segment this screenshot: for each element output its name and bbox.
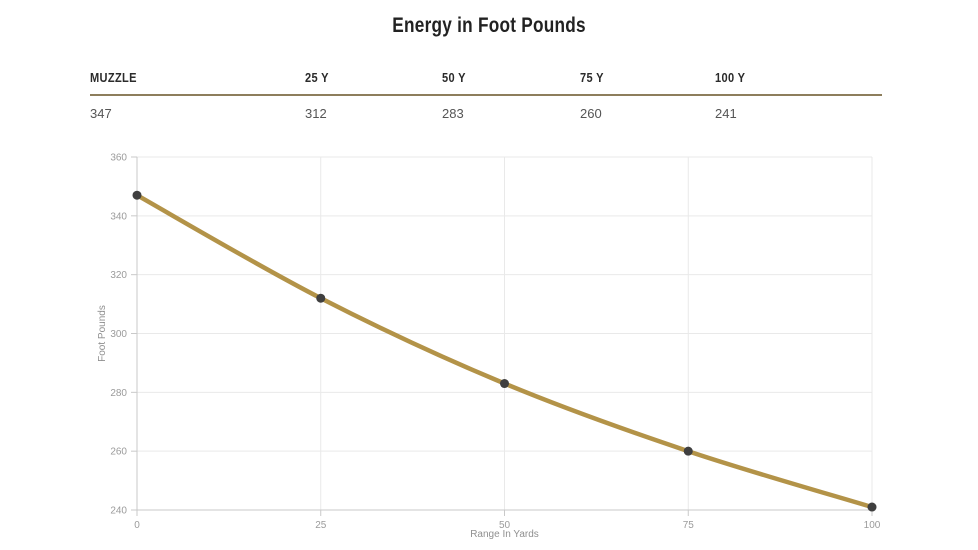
table-value-50y: 283	[442, 106, 464, 121]
x-tick-label: 25	[315, 520, 327, 531]
y-tick-label: 300	[110, 329, 127, 340]
x-axis-title: Range In Yards	[470, 529, 539, 540]
energy-line-chart: 240 260 280 300 320 340 360 0 25 50 75 100 Foot Poun…	[0, 140, 978, 550]
y-tick-label: 260	[110, 447, 127, 458]
data-point-0yd[interactable]	[132, 190, 142, 200]
x-tick-label: 100	[864, 520, 881, 531]
data-point-100yd[interactable]	[867, 502, 877, 512]
y-tick-label: 360	[110, 153, 127, 164]
y-axis-title: Foot Pounds	[97, 305, 108, 362]
table-value-25y: 312	[305, 106, 327, 121]
table-divider	[90, 94, 882, 96]
table-value-75y: 260	[580, 106, 602, 121]
data-point-75yd[interactable]	[683, 446, 693, 456]
table-header-75y: 75 Y	[580, 70, 604, 85]
y-tick-label: 340	[110, 211, 127, 222]
table-header-row: MUZZLE 25 Y 50 Y 75 Y 100 Y	[90, 70, 882, 94]
page-title-text: Energy in Foot Pounds	[392, 14, 586, 37]
y-tick-label: 280	[110, 388, 127, 399]
table-value-row: 347 312 283 260 241	[90, 96, 882, 121]
table-value-100y: 241	[715, 106, 737, 121]
x-tick-label: 0	[134, 520, 140, 531]
table-value-muzzle: 347	[90, 106, 112, 121]
data-point-25yd[interactable]	[316, 293, 326, 303]
x-tick-label: 50	[499, 520, 511, 531]
data-point-50yd[interactable]	[500, 379, 509, 389]
table-header-muzzle: MUZZLE	[90, 70, 137, 85]
chart-svg: 240 260 280 300 320 340 360 0 25 50 75 100 Foot Poun…	[97, 153, 881, 541]
table-header-25y: 25 Y	[305, 70, 329, 85]
y-tick-label: 320	[110, 270, 127, 281]
energy-table: MUZZLE 25 Y 50 Y 75 Y 100 Y 347 312 283 …	[90, 70, 882, 121]
y-tick-label: 240	[110, 506, 127, 517]
x-tick-label: 75	[683, 520, 695, 531]
page-title: Energy in Foot Pounds	[0, 14, 978, 38]
table-header-50y: 50 Y	[442, 70, 466, 85]
table-header-100y: 100 Y	[715, 70, 746, 85]
